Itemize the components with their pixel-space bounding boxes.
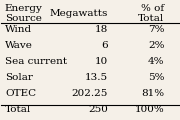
Text: Wave: Wave bbox=[5, 41, 33, 50]
Text: 6: 6 bbox=[101, 41, 108, 50]
Text: Solar: Solar bbox=[5, 73, 33, 82]
Text: Energy
Source: Energy Source bbox=[5, 4, 43, 23]
Text: 81%: 81% bbox=[141, 89, 165, 98]
Text: OTEC: OTEC bbox=[5, 89, 36, 98]
Text: 18: 18 bbox=[94, 25, 108, 34]
Text: Megawatts: Megawatts bbox=[49, 9, 108, 18]
Text: 202.25: 202.25 bbox=[71, 89, 108, 98]
Text: 10: 10 bbox=[94, 57, 108, 66]
Text: Total: Total bbox=[5, 105, 31, 114]
Text: % of
Total: % of Total bbox=[138, 4, 165, 23]
Text: 5%: 5% bbox=[148, 73, 165, 82]
Text: Wind: Wind bbox=[5, 25, 32, 34]
Text: 250: 250 bbox=[88, 105, 108, 114]
Text: 100%: 100% bbox=[135, 105, 165, 114]
Text: 2%: 2% bbox=[148, 41, 165, 50]
Text: Sea current: Sea current bbox=[5, 57, 67, 66]
Text: 7%: 7% bbox=[148, 25, 165, 34]
Text: 13.5: 13.5 bbox=[85, 73, 108, 82]
Text: 4%: 4% bbox=[148, 57, 165, 66]
